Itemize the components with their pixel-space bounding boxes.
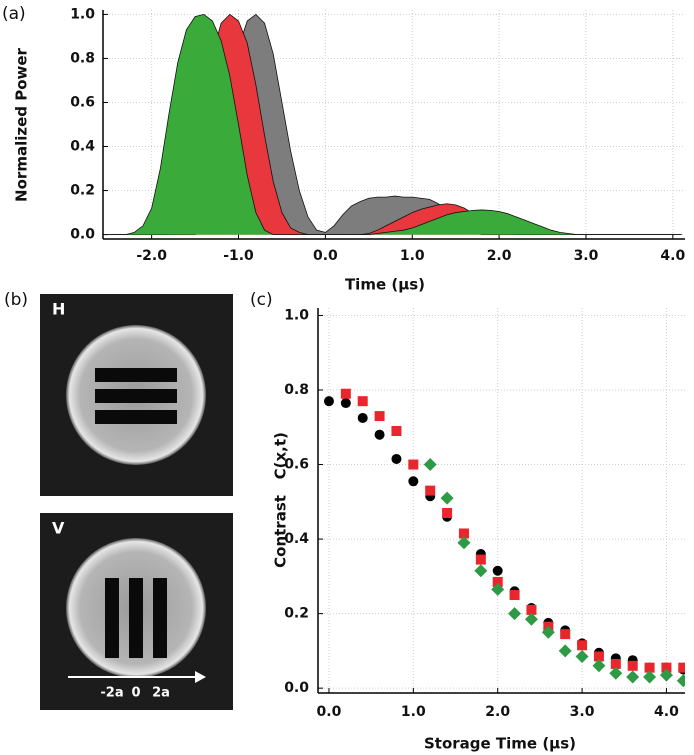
marker-square <box>593 651 604 662</box>
marker-circle <box>492 565 503 576</box>
x-tick-label: 3.0 <box>570 704 595 720</box>
y-tick-label: 0.0 <box>70 227 95 243</box>
axis-label: 2a <box>152 686 170 701</box>
y-tick-label: 1.0 <box>70 6 95 22</box>
marker-square <box>560 629 571 640</box>
x-tick-label: 0.0 <box>313 248 338 264</box>
marker-diamond <box>643 670 657 684</box>
plot-area <box>108 13 682 235</box>
marker-circle <box>391 453 402 464</box>
axis-label: -2a <box>100 686 123 701</box>
x-tick-label: 1.0 <box>400 248 425 264</box>
stripe <box>95 410 177 424</box>
marker-diamond <box>676 674 685 688</box>
marker-square <box>442 507 453 518</box>
marker-square <box>644 662 655 673</box>
marker-square <box>425 485 436 496</box>
marker-diamond <box>508 607 522 621</box>
stripe <box>129 578 143 658</box>
marker-circle <box>323 396 334 407</box>
panel-label: (b) <box>4 290 28 310</box>
x-tick-label: 3.0 <box>574 248 599 264</box>
y-tick-label: 0.2 <box>70 183 95 199</box>
y-tick-label: 0.8 <box>284 382 309 398</box>
marker-square <box>475 554 486 565</box>
x-tick-label: 1.0 <box>401 704 426 720</box>
stripe <box>95 389 177 403</box>
plot-area <box>323 388 685 688</box>
marker-diamond <box>592 659 606 673</box>
arrow-head <box>195 671 206 683</box>
image-label: V <box>52 519 65 538</box>
marker-square <box>391 425 402 436</box>
y-tick-label: 0.4 <box>284 531 309 547</box>
marker-diamond <box>491 582 505 596</box>
marker-diamond <box>457 536 471 550</box>
marker-diamond <box>626 670 640 684</box>
x-tick-label: 4.0 <box>654 704 679 720</box>
panel-label: (c) <box>250 290 273 310</box>
y-tick-label: 1.0 <box>284 307 309 323</box>
axis-label: 0 <box>131 686 140 701</box>
marker-circle <box>340 398 351 409</box>
marker-square <box>374 411 385 422</box>
marker-square <box>526 604 537 615</box>
marker-diamond <box>575 649 589 663</box>
y-axis-title: Normalized Power <box>13 47 31 201</box>
y-tick-label: 0.4 <box>70 139 95 155</box>
marker-square <box>678 662 685 673</box>
marker-square <box>458 528 469 539</box>
x-tick-label: -1.0 <box>223 248 254 264</box>
stripe <box>105 578 119 658</box>
marker-diamond <box>423 458 437 472</box>
marker-square <box>357 396 368 407</box>
x-tick-label: -2.0 <box>136 248 167 264</box>
image-label: H <box>52 300 65 319</box>
marker-square <box>492 576 503 587</box>
marker-diamond <box>440 491 454 505</box>
marker-diamond <box>474 564 488 578</box>
x-tick-label: 2.0 <box>485 704 510 720</box>
y-tick-label: 0.0 <box>284 680 309 696</box>
panel-label: (a) <box>2 4 26 24</box>
x-tick-label: 0.0 <box>317 704 342 720</box>
x-tick-label: 4.0 <box>660 248 685 264</box>
area-outline <box>108 13 682 235</box>
x-tick-label: 2.0 <box>487 248 512 264</box>
marker-square <box>577 640 588 651</box>
area-fill <box>108 14 682 235</box>
marker-square <box>340 388 351 399</box>
marker-circle <box>374 429 385 440</box>
marker-square <box>627 660 638 671</box>
marker-diamond <box>609 666 623 680</box>
marker-square <box>509 589 520 600</box>
x-axis-title: Time (µs) <box>345 276 425 294</box>
marker-diamond <box>541 625 555 639</box>
y-tick-label: 0.8 <box>70 50 95 66</box>
y-tick-label: 0.6 <box>70 94 95 110</box>
y-tick-label: 0.6 <box>284 457 309 473</box>
area-fill <box>108 14 682 235</box>
marker-square <box>661 662 672 673</box>
marker-diamond <box>558 644 572 658</box>
marker-square <box>408 459 419 470</box>
stripe <box>95 368 177 382</box>
marker-diamond <box>524 612 538 626</box>
stripe <box>153 578 167 658</box>
marker-diamond <box>659 668 673 682</box>
marker-circle <box>408 476 419 487</box>
marker-square <box>610 658 621 669</box>
image-panel: (b) H V -2a 0 2a <box>4 290 233 710</box>
y-tick-label: 0.2 <box>284 606 309 622</box>
y-axis-title: Contrast C(x,t) <box>272 432 290 568</box>
x-axis-title: Storage Time (µs) <box>424 735 576 753</box>
marker-circle <box>357 412 368 423</box>
